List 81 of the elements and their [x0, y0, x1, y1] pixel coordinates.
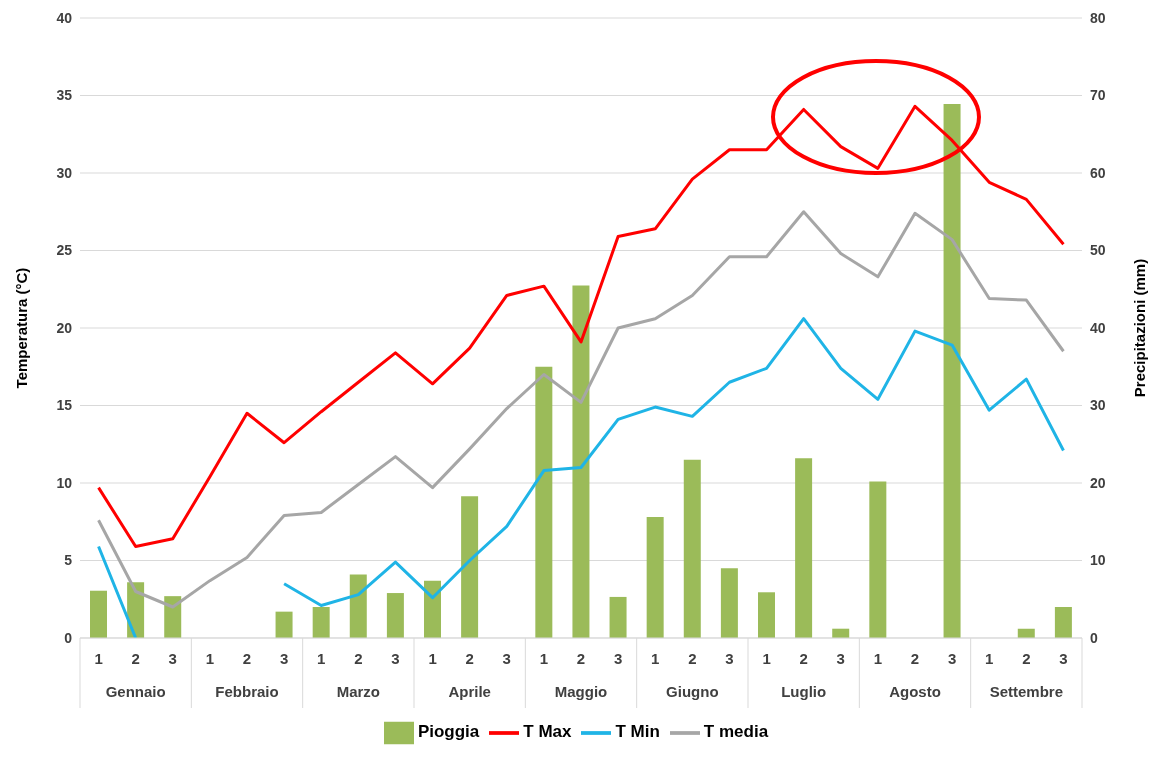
- bar: [90, 590, 107, 638]
- x-tick-label: 2: [465, 650, 474, 667]
- bar: [758, 592, 775, 638]
- bar: [275, 611, 293, 638]
- text: Aprile: [448, 683, 491, 700]
- bar: [795, 458, 813, 638]
- x-tick-label: 1: [651, 650, 660, 667]
- x-tick-label: 3: [725, 650, 734, 667]
- line-series: [97, 210, 1065, 609]
- bar: [461, 496, 479, 638]
- y-axis-title: Temperatura (°C): [13, 267, 31, 389]
- legend-label: T media: [703, 722, 769, 742]
- x-tick-label: 1: [205, 650, 215, 667]
- y2-tick-label: 0: [1090, 629, 1098, 646]
- bar: [683, 459, 701, 638]
- bar: [312, 607, 330, 638]
- x-tick-label: 2: [242, 650, 252, 667]
- text: Giugno: [666, 683, 719, 700]
- text: Luglio: [781, 683, 827, 700]
- bar: [609, 596, 627, 638]
- y-tick-label: 0: [64, 629, 73, 646]
- bar: [164, 596, 182, 638]
- x-tick-label: 1: [873, 650, 883, 667]
- bar: [869, 481, 887, 638]
- x-tick-label: 3: [502, 650, 511, 667]
- x-tick-label: 2: [354, 650, 363, 667]
- bar: [720, 568, 738, 638]
- bar: [646, 517, 664, 638]
- bar: [943, 104, 961, 638]
- x-tick-label: 3: [279, 650, 289, 667]
- x-tick-label: 1: [317, 650, 326, 667]
- y-tick-label: 10: [56, 474, 73, 491]
- bar: [1054, 607, 1072, 638]
- bar: [535, 366, 553, 638]
- bar: [386, 593, 404, 638]
- legend-label: Pioggia: [417, 722, 480, 742]
- y-tick-label: 25: [56, 242, 73, 259]
- text: Agosto: [889, 683, 941, 700]
- bar: [349, 574, 367, 638]
- x-tick-label: 3: [1059, 650, 1068, 667]
- y-tick-label: 35: [56, 87, 73, 104]
- y2-tick-label: 20: [1090, 474, 1106, 491]
- y2-axis-title: Precipitazioni (mm): [1131, 258, 1149, 398]
- x-tick-label: 3: [391, 650, 400, 667]
- x-tick-label: 2: [799, 650, 808, 667]
- x-tick-label: 2: [131, 650, 140, 667]
- x-tick-label: 1: [428, 650, 437, 667]
- legend-label: T Max: [523, 722, 572, 742]
- y2-tick-label: 40: [1090, 319, 1106, 336]
- x-tick-label: 1: [539, 650, 549, 667]
- x-tick-label: 1: [985, 650, 994, 667]
- bar: [572, 285, 590, 638]
- y2-tick-label: 60: [1090, 164, 1106, 181]
- x-tick-label: 3: [168, 650, 177, 667]
- x-tick-label: 2: [688, 650, 697, 667]
- y-tick-label: 15: [56, 397, 73, 414]
- text: Gennaio: [105, 683, 166, 700]
- x-tick-label: 2: [910, 650, 920, 667]
- x-tick-label: 3: [613, 650, 623, 667]
- bar: [424, 580, 441, 638]
- y-tick-label: 20: [56, 319, 73, 336]
- y2-tick-label: 80: [1090, 9, 1106, 26]
- x-tick-label: 1: [94, 650, 103, 667]
- text: Settembre: [989, 683, 1064, 700]
- y-tick-label: 30: [56, 164, 73, 181]
- y-tick-label: 40: [56, 9, 73, 26]
- y-tick-label: 5: [64, 552, 73, 569]
- x-tick-label: 3: [836, 650, 845, 667]
- legend-label: T Min: [615, 722, 660, 742]
- x-tick-label: 2: [576, 650, 586, 667]
- x-tick-label: 1: [762, 650, 771, 667]
- y2-tick-label: 30: [1090, 397, 1106, 414]
- x-tick-label: 3: [947, 650, 957, 667]
- text: Marzo: [336, 683, 381, 700]
- x-tick-label: 2: [1022, 650, 1031, 667]
- y2-tick-label: 10: [1090, 552, 1106, 569]
- text: Febbraio: [215, 683, 279, 700]
- text: Maggio: [554, 683, 608, 700]
- y2-tick-label: 50: [1090, 242, 1106, 259]
- line-series: [97, 104, 1065, 549]
- y2-tick-label: 70: [1090, 87, 1106, 104]
